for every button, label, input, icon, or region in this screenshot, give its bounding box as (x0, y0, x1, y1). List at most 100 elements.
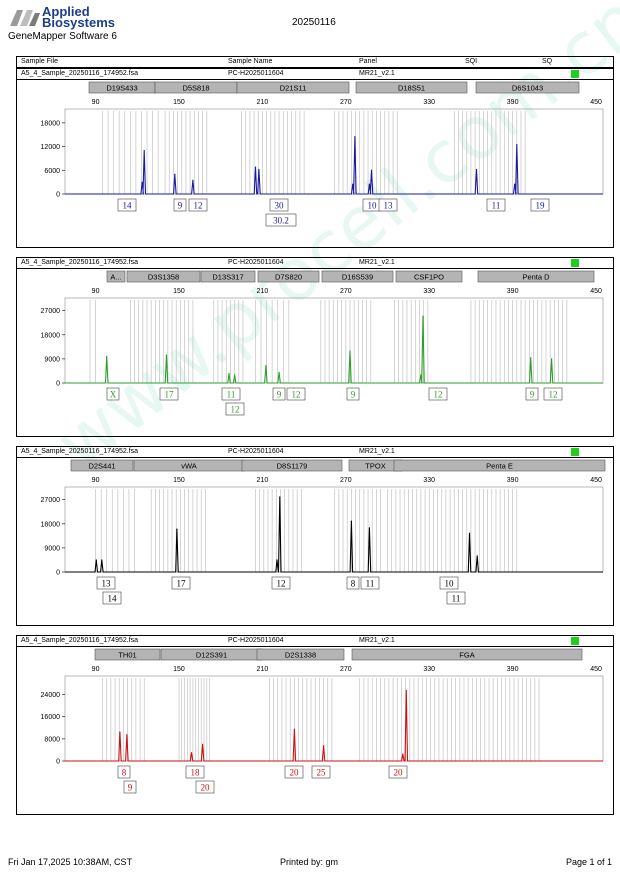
electropherogram-plot-black: D2S441 vWA D8S1179 TPOX Penta E 90 150 210 270 33… (41, 459, 606, 605)
x-tick-label: 90 (92, 288, 100, 295)
locus-bar (395, 270, 463, 283)
locus-label: CSF1PO (414, 273, 444, 282)
quality-indicator (571, 259, 579, 267)
locus-bar (351, 648, 583, 661)
peak-point (370, 169, 373, 171)
peak-point (278, 371, 280, 373)
allele-label: 12 (434, 390, 443, 400)
y-tick-label: 12000 (41, 144, 61, 151)
allele-label-box (311, 765, 331, 779)
allele-label: 19 (536, 201, 546, 211)
allele-label-box (117, 198, 137, 212)
plot-frame (64, 108, 604, 195)
peak-point (476, 555, 478, 557)
allele-label: 10 (445, 579, 455, 589)
brand-line-2: Biosystems (42, 15, 115, 30)
sample-name: PC-H2025011604 (228, 259, 284, 266)
col-sqi: SQI (465, 58, 478, 65)
x-tick-label: 210 (257, 288, 269, 295)
locus-label: D6S1043 (512, 84, 543, 93)
y-tick-label: 24000 (41, 692, 61, 699)
col-sq: SQ (542, 58, 553, 65)
y-tick-label: 9000 (44, 356, 60, 363)
locus-bar (94, 648, 161, 661)
x-tick-label: 450 (590, 288, 602, 295)
locus-bar (475, 81, 580, 94)
sample-name: PC-H2025011604 (228, 637, 284, 644)
allele-label-box (195, 780, 215, 794)
peak-point (174, 173, 176, 175)
allele-label: 17 (165, 390, 175, 400)
allele-label: 30.2 (273, 216, 289, 226)
x-tick-label: 90 (92, 99, 100, 106)
locus-label: vWA (181, 462, 197, 471)
panel-info-row: A5_4_Sample_20250116_174952.fsa PC-H2025… (17, 636, 613, 647)
y-tick-label: 6000 (44, 168, 60, 175)
allele-label: 17 (177, 579, 187, 589)
locus-bar (106, 270, 126, 283)
peak-point (126, 734, 128, 736)
x-tick-label: 270 (340, 99, 352, 106)
x-tick-label: 270 (340, 666, 352, 673)
locus-bar (355, 81, 468, 94)
allele-label: 14 (108, 594, 118, 604)
locus-label: D5S818 (182, 84, 209, 93)
peak-point (475, 168, 478, 171)
peak-point (516, 143, 518, 146)
locus-label: TH01 (118, 651, 136, 660)
x-tick-label: 210 (257, 99, 269, 106)
allele-label-box (173, 198, 187, 212)
allele-label: X (110, 390, 117, 400)
peak-point (530, 356, 532, 359)
plot-frame (64, 486, 604, 573)
allele-label: 9 (178, 201, 183, 211)
peak-point (422, 315, 424, 317)
peak-point (190, 752, 193, 754)
allele-label-box (123, 780, 137, 794)
applied-biosystems-logo-icon (10, 10, 40, 26)
peak-point (228, 373, 230, 375)
peak-point (234, 374, 236, 376)
peak-point (141, 181, 143, 183)
brand-name: Applied Biosystems (42, 4, 115, 30)
x-tick-label: 390 (507, 477, 519, 484)
x-tick-label: 450 (590, 99, 602, 106)
peak-point (143, 149, 145, 152)
locus-label: Penta D (522, 273, 550, 282)
allele-label: 11 (492, 201, 501, 211)
y-tick-label: 0 (56, 570, 60, 577)
sample-name: PC-H2025011604 (228, 70, 284, 77)
allele-label: 12 (277, 579, 286, 589)
allele-label-box (185, 765, 205, 779)
allele-label: 11 (452, 594, 461, 604)
footer-page-number: Page 1 of 1 (566, 857, 613, 867)
allele-label: 12 (292, 390, 301, 400)
x-tick-label: 330 (423, 666, 435, 673)
x-tick-label: 330 (423, 99, 435, 106)
peak-point (258, 168, 260, 171)
allele-label-box (543, 387, 563, 401)
allele-label-box (271, 576, 291, 590)
peak-point (279, 496, 281, 498)
allele-label-box (530, 198, 550, 212)
locus-bar (126, 270, 201, 283)
locus-bar (321, 270, 394, 283)
allele-label-box (525, 387, 539, 401)
locus-label: D12S391 (196, 651, 227, 660)
y-tick-label: 0 (56, 192, 60, 199)
allele-label-box (284, 765, 304, 779)
peak-point (192, 179, 194, 181)
x-tick-label: 150 (173, 477, 185, 484)
locus-bar (236, 81, 350, 94)
allele-label: 10 (368, 201, 378, 211)
locus-bar (256, 648, 345, 661)
brand-line-1: Applied (42, 4, 90, 19)
peak-point (276, 559, 278, 561)
allele-label-box (96, 576, 116, 590)
x-tick-label: 390 (507, 288, 519, 295)
peak-point (254, 166, 257, 168)
allele-label-box (102, 591, 122, 605)
sample-file: A5_4_Sample_20250116_174952.fsa (21, 637, 139, 644)
trace-line (65, 136, 603, 195)
peak-point (350, 520, 352, 522)
